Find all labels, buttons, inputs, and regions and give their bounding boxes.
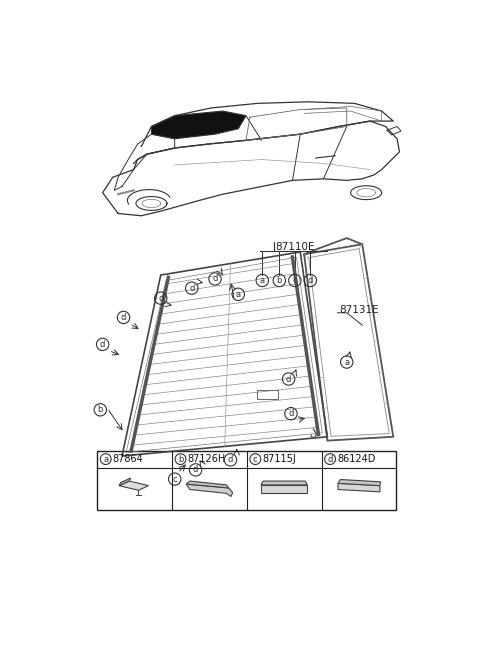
Text: b: b	[178, 455, 183, 464]
Text: a: a	[260, 276, 265, 285]
Polygon shape	[152, 111, 246, 139]
Bar	[257, 390, 278, 399]
Text: d: d	[100, 340, 105, 349]
Polygon shape	[119, 481, 148, 490]
Text: c: c	[172, 475, 177, 483]
Text: d: d	[193, 465, 198, 474]
Text: a: a	[236, 290, 241, 299]
Text: c: c	[253, 455, 258, 464]
Text: d: d	[212, 274, 218, 283]
Text: d: d	[327, 455, 333, 464]
Text: b: b	[97, 405, 103, 415]
Text: d: d	[189, 283, 194, 293]
Text: 86124D: 86124D	[337, 454, 375, 464]
Polygon shape	[119, 478, 131, 485]
Text: 87110E: 87110E	[276, 241, 315, 252]
Text: d: d	[308, 276, 313, 285]
Text: b: b	[276, 276, 282, 285]
Text: d: d	[228, 455, 233, 464]
Text: 87131E: 87131E	[339, 305, 379, 315]
Text: d: d	[158, 294, 163, 302]
Polygon shape	[261, 485, 307, 493]
Text: d: d	[286, 375, 291, 384]
Text: a: a	[344, 358, 349, 367]
Text: a: a	[103, 455, 108, 464]
Polygon shape	[338, 480, 381, 485]
Text: 87864: 87864	[113, 454, 144, 464]
Text: d: d	[288, 409, 294, 418]
Text: 87126H: 87126H	[188, 454, 226, 464]
Polygon shape	[261, 481, 307, 485]
Text: 87115J: 87115J	[262, 454, 296, 464]
Text: d: d	[121, 313, 126, 322]
Polygon shape	[186, 484, 233, 497]
Text: c: c	[292, 276, 297, 285]
Polygon shape	[186, 481, 229, 488]
Bar	[97, 451, 396, 510]
Polygon shape	[338, 483, 380, 492]
